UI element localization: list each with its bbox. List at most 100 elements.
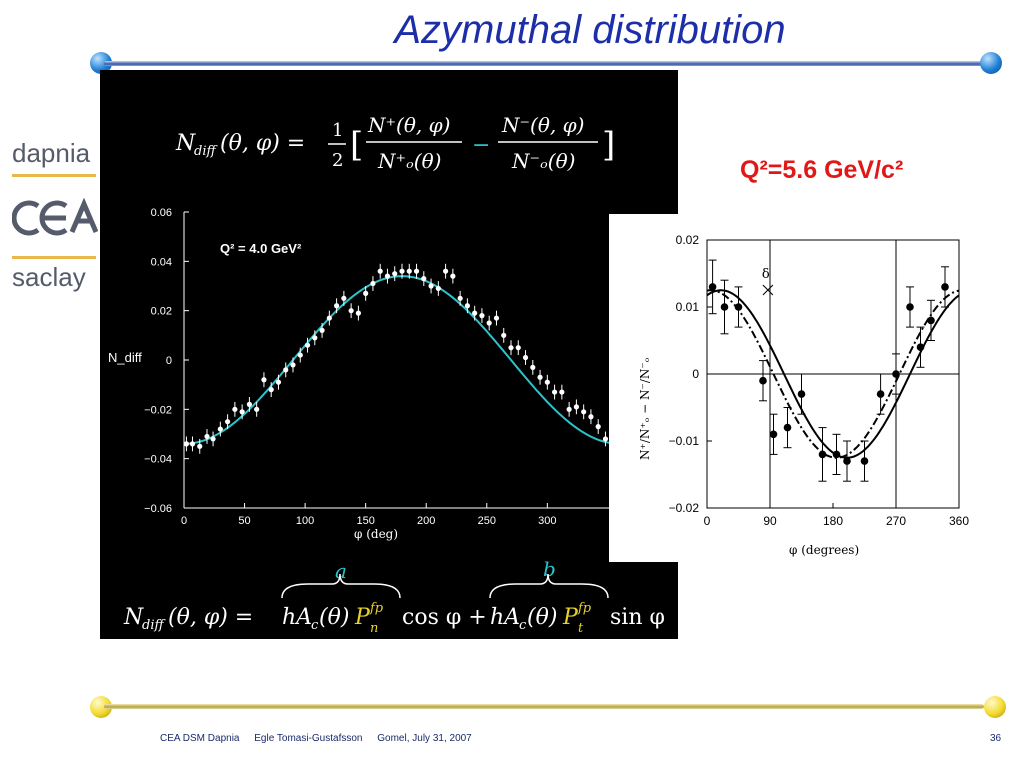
main-data-point: [566, 406, 572, 412]
svg-text:2: 2: [332, 150, 343, 171]
main-data-point: [428, 283, 434, 289]
logo-divider: [12, 174, 96, 177]
q2-label-text: Q²=5.6 GeV/c²: [740, 156, 904, 184]
svg-text:N⁺(θ, φ): N⁺(θ, φ): [367, 113, 450, 137]
inset-data-point: [906, 303, 914, 311]
main-data-point: [232, 406, 238, 412]
inset-chart: N⁺/N⁺ₒ − N⁻/N⁻ₒ φ (degrees) −0.02 −0.01 0 0…: [609, 214, 979, 562]
brace-b-label: b: [543, 557, 556, 581]
inset-chart-ylabel: N⁺/N⁺ₒ − N⁻/N⁻ₒ: [638, 357, 652, 460]
decor-ball-bottom-left: [90, 696, 112, 718]
main-data-point: [225, 419, 231, 425]
svg-text:hA: hA: [282, 605, 312, 630]
main-data-point: [435, 285, 441, 292]
main-data-point: [217, 426, 223, 432]
cea-logo: [12, 197, 98, 236]
main-x-tick-label: 200: [417, 515, 435, 527]
main-data-point: [602, 436, 609, 442]
main-data-point: [399, 268, 405, 274]
formula-bottom: a b N diff (θ, φ) = hA c (θ) P fp n cos …: [123, 557, 665, 636]
main-x-tick-label: 250: [478, 515, 496, 527]
main-data-point: [355, 310, 361, 316]
main-data-point: [210, 436, 216, 442]
top-rule: [104, 61, 984, 66]
main-data-point: [522, 354, 529, 361]
inset-curve-dash-dot: [706, 289, 960, 459]
svg-text:(θ, φ) =: (θ, φ) =: [168, 605, 253, 630]
main-data-point: [486, 320, 492, 326]
main-data-point: [239, 409, 245, 415]
main-chart-annotation: Q² = 4.0 GeV²: [220, 241, 302, 256]
saclay-logo: saclay: [12, 262, 86, 292]
main-data-point: [530, 364, 536, 370]
inset-data-point: [916, 343, 925, 351]
main-data-point: [443, 268, 449, 274]
svg-text:(θ, φ) =: (θ, φ) =: [220, 131, 305, 156]
svg-text:N: N: [175, 131, 196, 156]
main-y-tick-label: 0.04: [151, 256, 172, 268]
svg-text:N: N: [123, 605, 144, 630]
main-data-point: [377, 268, 383, 274]
inset-data-point: [769, 430, 778, 439]
decor-ball-top-right: [980, 52, 1002, 74]
main-chart-xlabel: φ (deg): [354, 527, 398, 541]
svg-text:c: c: [519, 618, 527, 633]
svg-text:fp: fp: [577, 601, 592, 616]
svg-text:N⁻ₒ(θ): N⁻ₒ(θ): [511, 149, 575, 173]
main-data-point: [275, 379, 282, 385]
main-data-point: [581, 409, 587, 415]
main-data-point: [479, 313, 485, 319]
main-data-point: [204, 433, 210, 440]
inset-y-tick-label: 0.01: [676, 300, 700, 314]
inset-delta-label: δ: [762, 267, 770, 282]
inset-data-point: [797, 390, 806, 398]
inset-data-point: [927, 316, 935, 325]
main-data-point: [268, 387, 274, 393]
main-data-point: [348, 308, 354, 314]
main-x-tick-label: 150: [356, 515, 374, 527]
inset-x-tick-label: 360: [949, 514, 969, 528]
inset-y-tick-label: −0.01: [669, 434, 700, 448]
main-data-point: [189, 441, 196, 447]
inset-x-tick-label: 90: [763, 514, 777, 528]
main-data-point: [508, 345, 514, 351]
main-data-point: [334, 303, 340, 309]
footer-venue-date: Gomel, July 31, 2007: [377, 733, 472, 744]
formula-top: N diff (θ, φ) = 1 2 [ N⁺(θ, φ) N⁺ₒ(θ) − …: [175, 113, 615, 173]
inset-x-tick-label: 0: [704, 514, 711, 528]
main-data-point: [304, 342, 311, 348]
footer: CEA DSM Dapnia Egle Tomasi-Gustafsson Go…: [160, 733, 484, 744]
inset-y-tick-label: 0.02: [676, 233, 700, 247]
decor-ball-top-left: [90, 52, 112, 74]
svg-text:c: c: [311, 618, 319, 633]
inset-curve-solid: [706, 289, 960, 459]
main-data-point: [421, 276, 427, 282]
inset-x-tick-label: 180: [823, 514, 843, 528]
main-data-point: [595, 424, 601, 430]
main-y-tick-label: −0.06: [144, 503, 172, 515]
main-data-point: [552, 389, 558, 395]
svg-text:(θ): (θ): [527, 605, 557, 630]
main-chart-ylabel: N_diff: [108, 350, 142, 365]
main-data-point: [183, 441, 190, 447]
decor-ball-bottom-right: [984, 696, 1006, 718]
inset-data-point: [832, 450, 841, 459]
svg-text:]: ]: [602, 125, 615, 165]
svg-text:diff: diff: [194, 144, 218, 159]
main-data-point: [312, 335, 318, 341]
main-data-point: [197, 443, 203, 449]
inset-data-point: [818, 450, 827, 459]
main-data-point: [573, 404, 579, 410]
inset-y-tick-label: 0: [692, 367, 699, 381]
main-x-tick-label: 300: [538, 515, 556, 527]
main-data-point: [246, 401, 252, 407]
brace-a-label: a: [335, 559, 347, 583]
svg-text:N⁻(θ, φ): N⁻(θ, φ): [501, 113, 584, 137]
main-data-point: [588, 414, 594, 420]
main-data-point: [326, 315, 332, 321]
page-number: 36: [990, 733, 1002, 744]
svg-text:(θ): (θ): [319, 605, 349, 630]
inset-data-point: [734, 303, 743, 311]
footer-org: CEA DSM Dapnia: [160, 733, 240, 744]
main-data-point: [392, 271, 398, 277]
